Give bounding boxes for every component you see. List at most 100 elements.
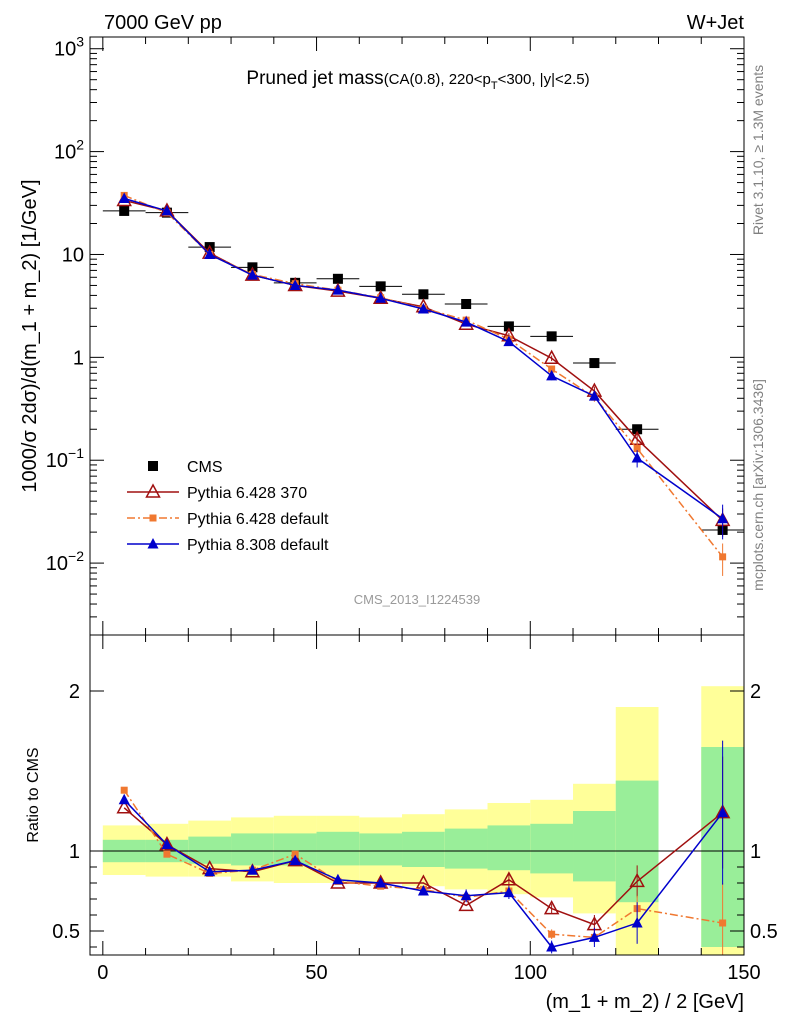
ratio-series-point (546, 941, 558, 952)
top-series-line (123, 197, 724, 520)
top-series-point (289, 279, 301, 290)
ratio-panel-frame (89, 634, 745, 956)
plot-title-cuts: (CA(0.8), 220<p (384, 71, 491, 88)
cms-point (632, 424, 643, 435)
legend-label: Pythia 6.428 370 (187, 485, 307, 502)
ratio-series-point (289, 854, 301, 866)
ratio-series-line (123, 799, 724, 948)
ratio-series-point (116, 799, 132, 814)
ratio-band-green (402, 831, 445, 867)
ratio-bands (102, 686, 744, 955)
ratio-y-tick-label-right: 1 (750, 841, 761, 863)
analysis-watermark: CMS_2013_I1224539 (354, 592, 481, 607)
ratio-series-point (717, 806, 729, 818)
legend-entry-2: Pythia 6.428 370 (127, 483, 307, 502)
legend-entry-1: CMS (148, 459, 223, 476)
header-left: 7000 GeV pp (104, 12, 222, 34)
legend-entry-4: Pythia 8.308 default (127, 537, 329, 554)
ratio-y-tick-label: 1 (69, 841, 80, 863)
top-series-point (332, 284, 344, 295)
ratio-series-point (548, 930, 556, 938)
plot-title-sub: T (491, 80, 498, 92)
ratio-series-point (458, 896, 474, 912)
top-series-point (375, 292, 387, 303)
top-series-point (717, 512, 729, 524)
ratio-series-point (161, 838, 173, 850)
ratio-band-green (188, 836, 232, 864)
top-series-point (631, 452, 643, 463)
ratio-band-green (359, 833, 403, 866)
cms-point (418, 289, 429, 300)
ratio-band-green (573, 811, 616, 882)
ratio-series-point (417, 885, 429, 896)
ratio-y-axis: 0.5 0.5 1 1 2 2 (52, 681, 778, 948)
plot-title-main: Pruned jet mass (246, 68, 383, 89)
legend-marker (149, 514, 157, 522)
top-series-point (460, 316, 472, 327)
cms-point (119, 205, 130, 216)
plot-title: Pruned jet mass(CA(0.8), 220<pT<300, |y|… (246, 68, 589, 92)
cms-point (332, 273, 343, 284)
top-series-point (633, 444, 641, 452)
x-tick-label: 150 (727, 962, 760, 984)
top-y-axis-label: 1000/σ 2dσ)/d(m_1 + m_2) [1/GeV] (19, 179, 41, 492)
cms-point (461, 299, 472, 310)
cms-point (589, 358, 600, 369)
x-axis-label: (m_1 + m_2) / 2 [GeV] (546, 991, 744, 1013)
ratio-series-group (116, 740, 731, 955)
legend-label: CMS (187, 459, 223, 476)
top-series-point (118, 192, 130, 203)
x-axis: 0 50 100 150 (97, 37, 761, 984)
top-y-tick-label: 10−2 (46, 548, 84, 575)
ratio-band-green (530, 823, 574, 874)
legend-entry-3: Pythia 6.428 default (127, 511, 329, 528)
ratio-panel: 0.5 0.5 1 1 2 2 0 50 100 150 Ratio to CMS (m_1 +… (25, 37, 778, 1013)
top-series-point (503, 335, 515, 347)
top-series-point (548, 365, 556, 373)
top-series-point (543, 349, 560, 364)
cms-point (503, 321, 514, 332)
legend-label: Pythia 6.428 default (187, 511, 329, 528)
ratio-series-point (291, 850, 299, 858)
cms-point (375, 281, 386, 292)
x-tick-label: 100 (514, 962, 547, 984)
top-series-point (161, 204, 173, 216)
top-series-point (417, 303, 429, 314)
top-y-tick-label: 10−1 (46, 445, 84, 472)
ratio-series-point (120, 786, 128, 794)
ratio-y-axis-label: Ratio to CMS (25, 747, 42, 842)
ratio-series-point (332, 873, 344, 885)
top-series-group (102, 191, 744, 576)
legend-marker (147, 538, 159, 549)
ratio-band-green (487, 825, 531, 871)
top-series-point (546, 369, 558, 381)
ratio-series-line (123, 789, 723, 939)
x-tick-label: 50 (305, 962, 327, 984)
ratio-series-point (719, 919, 727, 927)
ratio-y-tick-label: 2 (69, 681, 80, 703)
ratio-series-point (375, 877, 387, 888)
header-right: W+Jet (687, 12, 745, 34)
legend-marker (145, 483, 161, 498)
ratio-band-green (231, 833, 274, 866)
top-y-tick-label: 1 (73, 347, 84, 369)
ratio-series-point (204, 865, 216, 877)
top-series-point (246, 269, 258, 280)
ratio-series-point (163, 850, 171, 858)
ratio-series-point (159, 836, 175, 851)
mcplots-reference-note: mcplots.cern.ch [arXiv:1306.3436] (750, 379, 766, 591)
legend-marker (148, 461, 158, 471)
ratio-series-point (118, 793, 130, 805)
ratio-series-point (501, 871, 517, 886)
ratio-series-point (631, 917, 643, 928)
ratio-y-tick-label: 0.5 (52, 921, 80, 943)
ratio-series-point (588, 931, 600, 942)
plot-title-cuts-end: <300, |y|<2.5) (498, 71, 590, 88)
ratio-band-green (316, 831, 360, 866)
ratio-series-point (543, 900, 560, 915)
ratio-y-tick-label-right: 0.5 (750, 921, 778, 943)
legend-label: Pythia 8.308 default (187, 537, 329, 554)
ratio-series-point (246, 864, 258, 875)
ratio-series-line (123, 807, 724, 926)
